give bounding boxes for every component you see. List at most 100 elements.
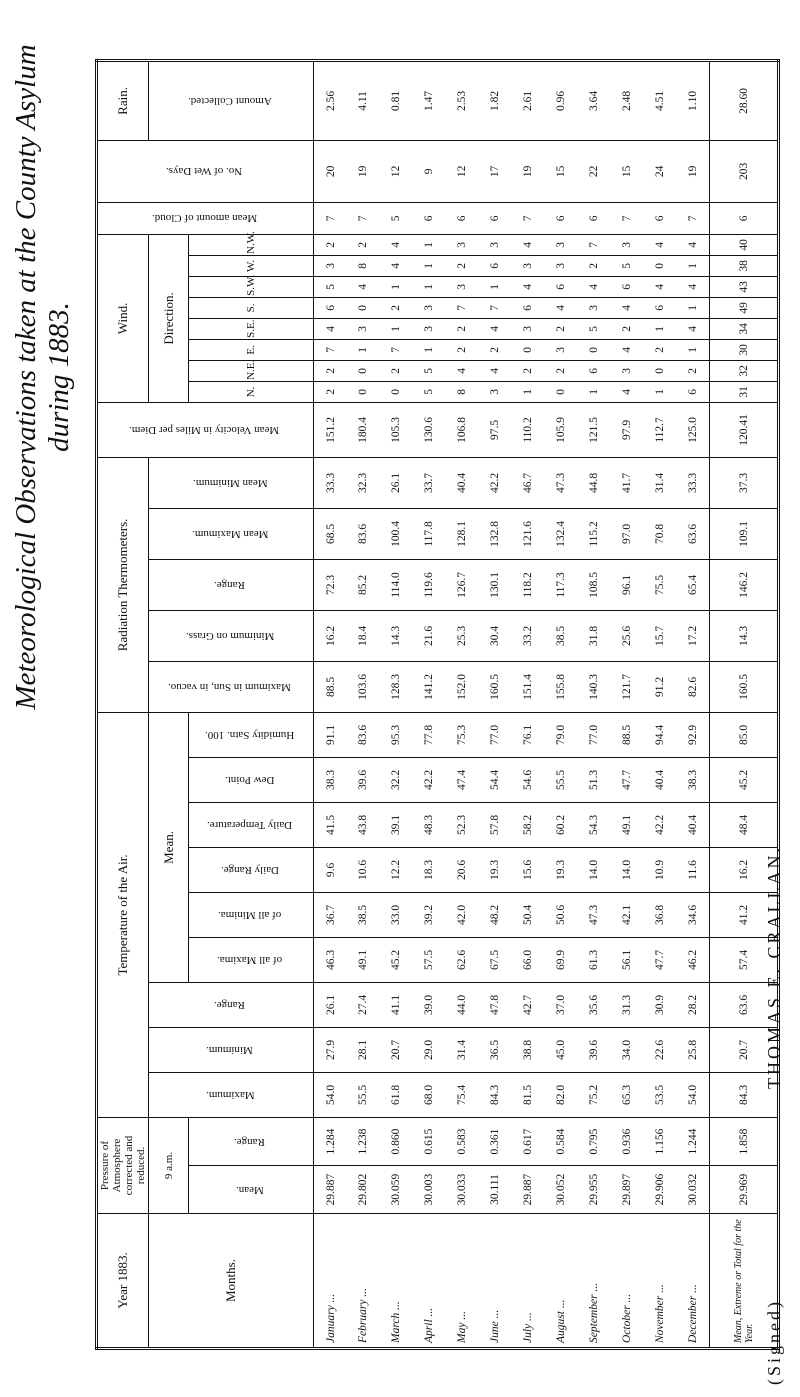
value-cell: 6 <box>544 202 578 235</box>
total-cell: 203 <box>709 140 779 203</box>
value-cell: 47.4 <box>445 757 479 803</box>
value-cell: 2 <box>346 234 380 256</box>
value-cell: 49.1 <box>610 802 644 848</box>
value-cell: 15.6 <box>511 847 545 893</box>
value-cell: 57.5 <box>412 937 446 983</box>
value-cell: 19 <box>346 140 380 203</box>
month-label: August ... <box>544 1213 578 1349</box>
value-cell: 7 <box>478 297 512 319</box>
value-cell: 66.0 <box>511 937 545 983</box>
value-cell: 38.3 <box>676 757 710 803</box>
value-cell: 40.4 <box>676 802 710 848</box>
total-cell: 43 <box>709 276 779 298</box>
total-cell: 34 <box>709 318 779 340</box>
value-cell: 4 <box>610 381 644 403</box>
value-cell: 82.6 <box>676 661 710 713</box>
header-cell: Radiation Thermometers. <box>96 457 149 713</box>
value-cell: 6 <box>478 202 512 235</box>
value-cell: 36.7 <box>313 892 347 938</box>
value-cell: 45.0 <box>544 1027 578 1073</box>
total-cell: 40 <box>709 234 779 256</box>
value-cell: 53.5 <box>643 1072 677 1118</box>
value-cell: 0 <box>379 381 413 403</box>
total-cell: 38 <box>709 255 779 277</box>
value-cell: 4 <box>346 276 380 298</box>
header-text: Maximum in Sun, in vacuo. <box>168 680 292 693</box>
value-cell: 42.2 <box>643 802 677 848</box>
value-cell: 29.802 <box>346 1165 380 1214</box>
value-cell: 32.3 <box>346 457 380 509</box>
header-text: Mean Minimum. <box>192 476 268 489</box>
value-cell: 33.3 <box>313 457 347 509</box>
month-label: December ... <box>676 1213 710 1349</box>
header-text: Mean amount of Cloud. <box>151 212 257 225</box>
value-cell: 1.10 <box>676 60 710 141</box>
value-cell: 112.7 <box>643 402 677 458</box>
value-cell: 6 <box>577 202 611 235</box>
value-cell: 61.3 <box>577 937 611 983</box>
value-cell: 12 <box>445 140 479 203</box>
header-cell: Daily Range. <box>188 847 314 893</box>
value-cell: 57.8 <box>478 802 512 848</box>
signer-name: THOMAS E. CRALLAN. <box>764 845 784 1090</box>
value-cell: 77.0 <box>577 712 611 758</box>
value-cell: 34.0 <box>610 1027 644 1073</box>
value-cell: 47.8 <box>478 982 512 1028</box>
value-cell: 4 <box>511 276 545 298</box>
value-cell: 3 <box>346 318 380 340</box>
value-cell: 3 <box>610 234 644 256</box>
value-cell: 4 <box>610 339 644 361</box>
value-cell: 25.6 <box>610 610 644 662</box>
value-cell: 2 <box>445 339 479 361</box>
header-cell: Mean Velocity in Miles per Diem. <box>96 402 314 458</box>
value-cell: 3 <box>412 297 446 319</box>
value-cell: 16.2 <box>313 610 347 662</box>
value-cell: 51.3 <box>577 757 611 803</box>
value-cell: 68.5 <box>313 508 347 560</box>
value-cell: 0 <box>577 339 611 361</box>
value-cell: 18.4 <box>346 610 380 662</box>
value-cell: 9 <box>412 140 446 203</box>
header-cell: Direction. <box>148 234 189 403</box>
value-cell: 22 <box>577 140 611 203</box>
value-cell: 41.5 <box>313 802 347 848</box>
value-cell: 119.6 <box>412 559 446 611</box>
value-cell: 33.3 <box>676 457 710 509</box>
month-label: July ... <box>511 1213 545 1349</box>
value-cell: 0 <box>346 381 380 403</box>
total-cell: 160.5 <box>709 661 779 713</box>
value-cell: 4 <box>379 255 413 277</box>
value-cell: 3.64 <box>577 60 611 141</box>
value-cell: 30.003 <box>412 1165 446 1214</box>
value-cell: 47.3 <box>544 457 578 509</box>
value-cell: 44.0 <box>445 982 479 1028</box>
value-cell: 4.11 <box>346 60 380 141</box>
value-cell: 5 <box>577 318 611 340</box>
total-cell: 146.2 <box>709 559 779 611</box>
value-cell: 22.6 <box>643 1027 677 1073</box>
value-cell: 2.48 <box>610 60 644 141</box>
value-cell: 54.3 <box>577 802 611 848</box>
value-cell: 69.9 <box>544 937 578 983</box>
value-cell: 36.5 <box>478 1027 512 1073</box>
value-cell: 4 <box>379 234 413 256</box>
value-cell: 54.0 <box>676 1072 710 1118</box>
header-cell: 9 a.m. <box>148 1117 189 1214</box>
observations-table: Year 1883. Pressure of Atmosphere correc… <box>95 58 781 1350</box>
value-cell: 0.860 <box>379 1117 413 1166</box>
value-cell: 118.2 <box>511 559 545 611</box>
value-cell: 117.8 <box>412 508 446 560</box>
header-text: Mean. <box>235 1183 264 1196</box>
value-cell: 5 <box>379 202 413 235</box>
value-cell: 39.0 <box>412 982 446 1028</box>
value-cell: 20.7 <box>379 1027 413 1073</box>
value-cell: 2 <box>610 318 644 340</box>
value-cell: 10.6 <box>346 847 380 893</box>
value-cell: 38.8 <box>511 1027 545 1073</box>
month-label: June ... <box>478 1213 512 1349</box>
value-cell: 0 <box>511 339 545 361</box>
value-cell: 8 <box>445 381 479 403</box>
value-cell: 17 <box>478 140 512 203</box>
value-cell: 4 <box>313 318 347 340</box>
header-cell: Year 1883. <box>96 1213 149 1349</box>
